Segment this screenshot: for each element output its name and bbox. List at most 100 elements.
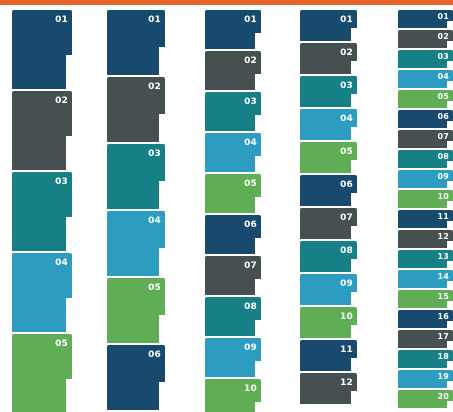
tab-number: 11: [340, 345, 353, 355]
tab-step: [447, 121, 453, 128]
tab-step: [351, 325, 357, 338]
divider-tab: 01: [107, 10, 165, 75]
divider-tab: 09: [205, 338, 261, 377]
tab-number: 01: [55, 15, 68, 25]
divider-tab: 09: [398, 170, 453, 188]
tab-number: 05: [244, 179, 257, 189]
tab-step: [159, 47, 165, 75]
tab-step: [447, 281, 453, 288]
divider-tab: 10: [205, 379, 261, 412]
tab-number: 08: [244, 302, 257, 312]
tab-step: [351, 391, 357, 404]
tab-step: [255, 33, 261, 49]
tab-number: 12: [340, 378, 353, 388]
tab-number: 18: [437, 352, 449, 361]
tab-step: [66, 55, 72, 89]
divider-tab: 01: [398, 10, 453, 28]
tab-number: 10: [340, 312, 353, 322]
tab-step: [255, 279, 261, 295]
divider-tab: 04: [205, 133, 261, 172]
divider-tab: 06: [398, 110, 453, 128]
divider-tab: 01: [300, 10, 357, 41]
divider-tab: 05: [398, 90, 453, 108]
tab-number: 07: [244, 261, 257, 271]
tab-step: [447, 381, 453, 388]
tab-number: 06: [437, 112, 449, 121]
tab-number: 20: [437, 392, 449, 401]
divider-tab: 04: [12, 253, 72, 332]
tab-number: 14: [437, 272, 449, 281]
tab-step: [66, 136, 72, 170]
tab-step: [255, 361, 261, 377]
tab-number: 06: [340, 180, 353, 190]
tab-step: [351, 292, 357, 305]
divider-tab: 02: [398, 30, 453, 48]
tab-step: [447, 61, 453, 68]
tab-step: [255, 238, 261, 254]
tab-step: [351, 160, 357, 173]
divider-tab: 18: [398, 350, 453, 368]
tab-step: [351, 61, 357, 74]
divider-tab: 15: [398, 290, 453, 308]
tab-number: 03: [437, 52, 449, 61]
tab-step: [351, 94, 357, 107]
divider-tab: 02: [205, 51, 261, 90]
tab-step: [447, 401, 453, 408]
tab-set-2: 01 02 03 04 05 06: [107, 10, 165, 412]
tab-step: [351, 358, 357, 371]
divider-tab: 02: [300, 43, 357, 74]
tab-number: 01: [244, 15, 257, 25]
tab-number: 04: [55, 258, 68, 268]
tab-number: 08: [437, 152, 449, 161]
tab-number: 01: [437, 12, 449, 21]
tab-step: [255, 197, 261, 213]
divider-tab: 03: [205, 92, 261, 131]
divider-tab: 07: [398, 130, 453, 148]
accent-bar: [0, 0, 453, 5]
divider-tab: 07: [205, 256, 261, 295]
tab-number: 17: [437, 332, 449, 341]
divider-tab: 19: [398, 370, 453, 388]
tab-set-5: 01 02 03 04 05 06 07 08 09 10 11 12 13 14 15 16 17 18 19 20: [398, 10, 453, 412]
tab-number: 02: [244, 56, 257, 66]
divider-tab: 17: [398, 330, 453, 348]
tab-number: 07: [437, 132, 449, 141]
tab-step: [351, 193, 357, 206]
tab-step: [159, 382, 165, 410]
tab-number: 19: [437, 372, 449, 381]
tab-step: [447, 81, 453, 88]
divider-tab: 11: [398, 210, 453, 228]
tab-step: [447, 341, 453, 348]
divider-tab: 05: [205, 174, 261, 213]
tab-step: [351, 127, 357, 140]
tab-number: 03: [55, 177, 68, 187]
divider-tab: 12: [300, 373, 357, 404]
tab-number: 04: [244, 138, 257, 148]
tab-step: [447, 201, 453, 208]
tab-step: [159, 181, 165, 209]
tab-set-3: 01 02 03 04 05 06 07 08 09 10: [205, 10, 261, 412]
divider-tab: 04: [107, 211, 165, 276]
divider-tab: 14: [398, 270, 453, 288]
divider-tab: 11: [300, 340, 357, 371]
divider-tab: 20: [398, 390, 453, 408]
tab-step: [447, 21, 453, 28]
tab-number: 09: [244, 343, 257, 353]
tab-step: [447, 261, 453, 268]
divider-tab: 03: [300, 76, 357, 107]
divider-tab: 03: [12, 172, 72, 251]
tab-number: 12: [437, 232, 449, 241]
divider-tab: 10: [300, 307, 357, 338]
divider-tab: 12: [398, 230, 453, 248]
divider-tab: 08: [205, 297, 261, 336]
tab-number: 05: [340, 147, 353, 157]
tab-step: [351, 259, 357, 272]
tab-number: 11: [437, 212, 449, 221]
tab-number: 04: [437, 72, 449, 81]
divider-tab: 13: [398, 250, 453, 268]
tab-step: [351, 28, 357, 41]
tab-step: [447, 181, 453, 188]
tab-number: 09: [340, 279, 353, 289]
tab-step: [447, 361, 453, 368]
tab-set-4: 01 02 03 04 05 06 07 08 09 10 11 12: [300, 10, 357, 412]
